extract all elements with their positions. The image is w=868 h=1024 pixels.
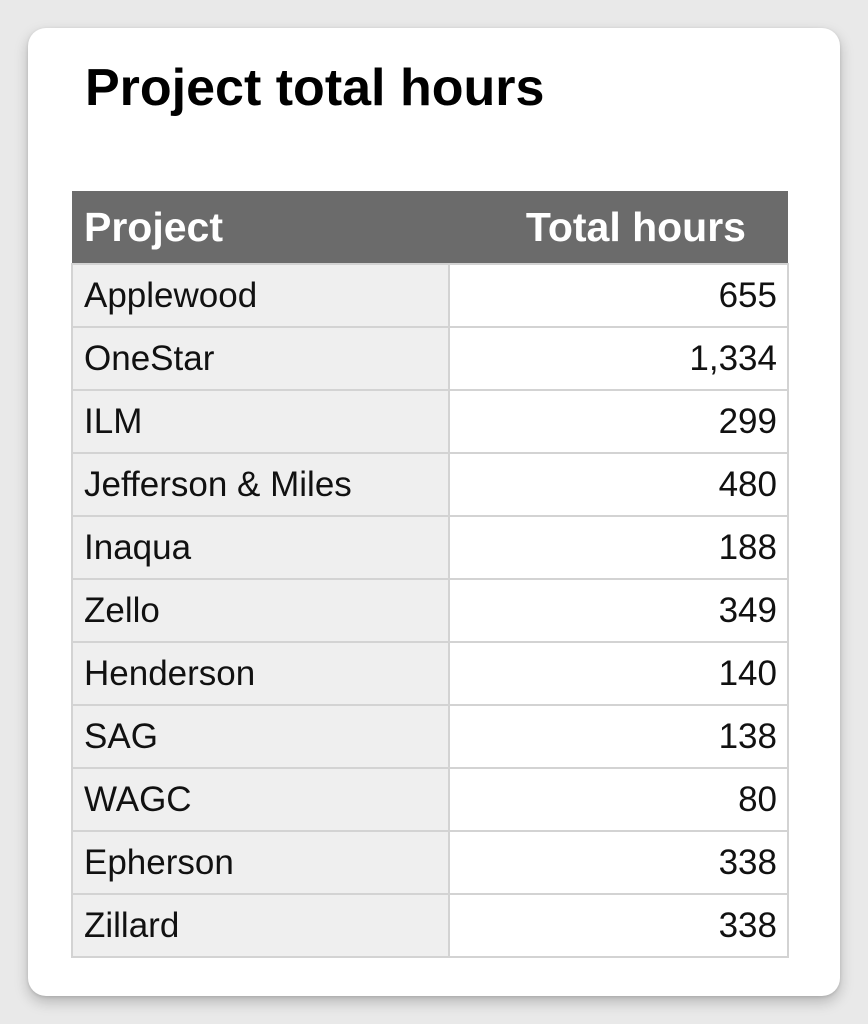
total-hours-cell: 349 <box>448 578 789 643</box>
total-hours-cell: 188 <box>448 515 789 580</box>
table-row: Henderson 140 <box>71 641 789 706</box>
total-hours-cell: 655 <box>448 263 789 328</box>
column-header-project: Project <box>72 191 449 264</box>
table-row: WAGC 80 <box>71 767 789 832</box>
table-header-row: Project Total hours <box>72 191 788 264</box>
total-hours-cell: 1,334 <box>448 326 789 391</box>
table-row: OneStar 1,334 <box>71 326 789 391</box>
total-hours-cell: 140 <box>448 641 789 706</box>
project-name-cell: Henderson <box>71 641 450 706</box>
total-hours-cell: 338 <box>448 893 789 958</box>
project-name-cell: Epherson <box>71 830 450 895</box>
project-name-cell: Inaqua <box>71 515 450 580</box>
project-name-cell: Zillard <box>71 893 450 958</box>
table-body: Applewood 655 OneStar 1,334 ILM 299 Jefferson … <box>71 263 789 958</box>
project-name-cell: Zello <box>71 578 450 643</box>
project-name-cell: ILM <box>71 389 450 454</box>
project-name-cell: SAG <box>71 704 450 769</box>
total-hours-cell: 138 <box>448 704 789 769</box>
table-row: SAG 138 <box>71 704 789 769</box>
total-hours-cell: 338 <box>448 830 789 895</box>
table-row: Jefferson & Miles 480 <box>71 452 789 517</box>
total-hours-cell: 480 <box>448 452 789 517</box>
project-hours-table: Project Total hours Applewood 655 OneStar 1… <box>71 191 789 958</box>
project-name-cell: Jefferson & Miles <box>71 452 450 517</box>
table-row: ILM 299 <box>71 389 789 454</box>
project-name-cell: WAGC <box>71 767 450 832</box>
table-row: Zillard 338 <box>71 893 789 958</box>
total-hours-cell: 299 <box>448 389 789 454</box>
report-card: Project total hours Project Total hours … <box>28 28 840 996</box>
table-row: Applewood 655 <box>71 263 789 328</box>
table-row: Inaqua 188 <box>71 515 789 580</box>
page-title: Project total hours <box>85 59 545 117</box>
project-name-cell: Applewood <box>71 263 450 328</box>
table-row: Epherson 338 <box>71 830 789 895</box>
table-header: Project Total hours <box>72 191 788 264</box>
column-header-total-hours: Total hours <box>449 191 788 264</box>
table-row: Zello 349 <box>71 578 789 643</box>
project-name-cell: OneStar <box>71 326 450 391</box>
total-hours-cell: 80 <box>448 767 789 832</box>
